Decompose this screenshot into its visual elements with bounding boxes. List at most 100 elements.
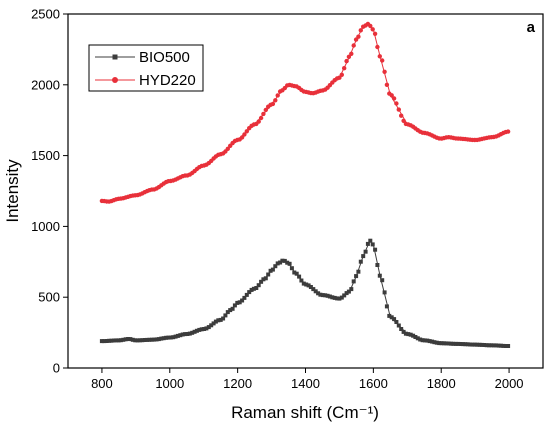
data-point-bio500 xyxy=(280,258,285,263)
data-point-bio500 xyxy=(349,287,354,292)
data-point-bio500 xyxy=(304,282,309,287)
data-point-bio500 xyxy=(192,329,197,334)
series-layer xyxy=(99,21,511,348)
data-point-bio500 xyxy=(444,341,449,346)
data-point-bio500 xyxy=(439,341,444,346)
data-point-hyd220 xyxy=(273,98,278,103)
data-point-bio500 xyxy=(282,258,287,263)
y-tick-label: 1500 xyxy=(31,148,60,163)
data-point-hyd220 xyxy=(346,54,352,59)
data-point-bio500 xyxy=(427,339,432,344)
data-point-bio500 xyxy=(503,344,508,348)
data-point-hyd220 xyxy=(270,101,276,107)
data-point-bio500 xyxy=(273,264,278,269)
data-point-bio500 xyxy=(199,327,204,332)
data-point-bio500 xyxy=(313,289,318,294)
data-point-bio500 xyxy=(489,343,494,348)
data-point-bio500 xyxy=(418,337,423,342)
x-tick-label: 1000 xyxy=(155,376,184,391)
data-point-bio500 xyxy=(413,335,418,339)
data-point-bio500 xyxy=(263,276,268,281)
data-point-bio500 xyxy=(154,337,159,342)
data-point-bio500 xyxy=(491,343,496,348)
x-tick-label: 1800 xyxy=(427,376,456,391)
data-point-bio500 xyxy=(164,335,169,340)
data-point-bio500 xyxy=(133,338,138,343)
data-point-bio500 xyxy=(432,340,437,345)
data-point-hyd220 xyxy=(391,96,397,101)
data-point-bio500 xyxy=(294,271,299,276)
data-point-bio500 xyxy=(116,338,121,343)
data-point-bio500 xyxy=(173,334,178,339)
data-point-bio500 xyxy=(425,338,430,343)
data-point-bio500 xyxy=(159,336,164,341)
data-point-hyd220 xyxy=(263,107,268,113)
data-point-bio500 xyxy=(254,286,259,290)
axis-ticks: 800 1000 1200 1400 1600 1800 2000 0 500 1000 1500 2… xyxy=(31,7,523,392)
data-point-bio500 xyxy=(342,293,347,298)
data-point-hyd220 xyxy=(358,28,363,33)
data-point-bio500 xyxy=(484,343,489,348)
data-point-bio500 xyxy=(456,341,461,346)
data-point-bio500 xyxy=(187,331,192,336)
data-point-hyd220 xyxy=(342,66,347,71)
data-point-bio500 xyxy=(135,338,140,343)
data-point-bio500 xyxy=(458,342,463,346)
data-point-bio500 xyxy=(430,339,435,344)
data-point-bio500 xyxy=(465,342,470,347)
data-point-bio500 xyxy=(123,337,128,342)
data-point-hyd220 xyxy=(256,119,261,124)
y-tick-label: 2500 xyxy=(31,7,60,22)
data-point-bio500 xyxy=(399,327,404,331)
data-point-bio500 xyxy=(365,241,370,246)
data-point-bio500 xyxy=(335,296,340,301)
data-point-bio500 xyxy=(344,291,349,296)
data-point-bio500 xyxy=(332,295,337,300)
data-point-bio500 xyxy=(320,293,325,298)
data-point-hyd220 xyxy=(399,113,404,118)
data-point-bio500 xyxy=(268,268,273,273)
legend-marker-hyd220 xyxy=(112,77,118,83)
legend-box xyxy=(88,44,204,92)
data-point-bio500 xyxy=(434,340,439,345)
x-axis-title: Raman shift (Cm⁻¹) xyxy=(231,403,379,422)
data-point-bio500 xyxy=(107,338,112,343)
data-point-bio500 xyxy=(392,317,397,322)
data-point-bio500 xyxy=(311,287,316,292)
data-point-hyd220 xyxy=(261,111,266,117)
data-point-bio500 xyxy=(114,338,119,343)
data-point-bio500 xyxy=(330,295,335,300)
data-point-bio500 xyxy=(121,337,126,342)
data-point-hyd220 xyxy=(368,23,373,29)
data-point-bio500 xyxy=(171,335,176,340)
data-point-bio500 xyxy=(209,323,214,328)
data-point-bio500 xyxy=(204,326,209,331)
data-point-bio500 xyxy=(275,261,280,266)
data-point-bio500 xyxy=(221,316,226,321)
data-point-bio500 xyxy=(156,337,161,342)
data-point-bio500 xyxy=(363,249,368,254)
data-point-bio500 xyxy=(377,273,382,278)
data-point-bio500 xyxy=(140,338,145,343)
y-tick-label: 500 xyxy=(38,290,60,305)
data-point-bio500 xyxy=(185,332,190,336)
series-bio500 xyxy=(99,238,511,348)
data-point-hyd220 xyxy=(396,107,401,112)
y-tick-label: 1000 xyxy=(31,219,60,234)
data-point-bio500 xyxy=(361,254,366,259)
data-point-bio500 xyxy=(240,298,245,303)
data-point-bio500 xyxy=(216,318,221,323)
data-point-bio500 xyxy=(477,342,482,347)
data-point-hyd220 xyxy=(380,58,385,63)
data-point-hyd220 xyxy=(356,34,361,39)
data-point-bio500 xyxy=(453,341,458,346)
data-point-bio500 xyxy=(247,290,252,295)
data-point-bio500 xyxy=(175,333,180,338)
data-point-hyd220 xyxy=(394,101,399,106)
data-point-bio500 xyxy=(161,336,166,341)
data-point-bio500 xyxy=(306,283,311,288)
data-point-bio500 xyxy=(249,287,254,292)
data-point-bio500 xyxy=(389,315,394,320)
data-point-bio500 xyxy=(168,335,173,340)
data-point-bio500 xyxy=(99,339,104,344)
